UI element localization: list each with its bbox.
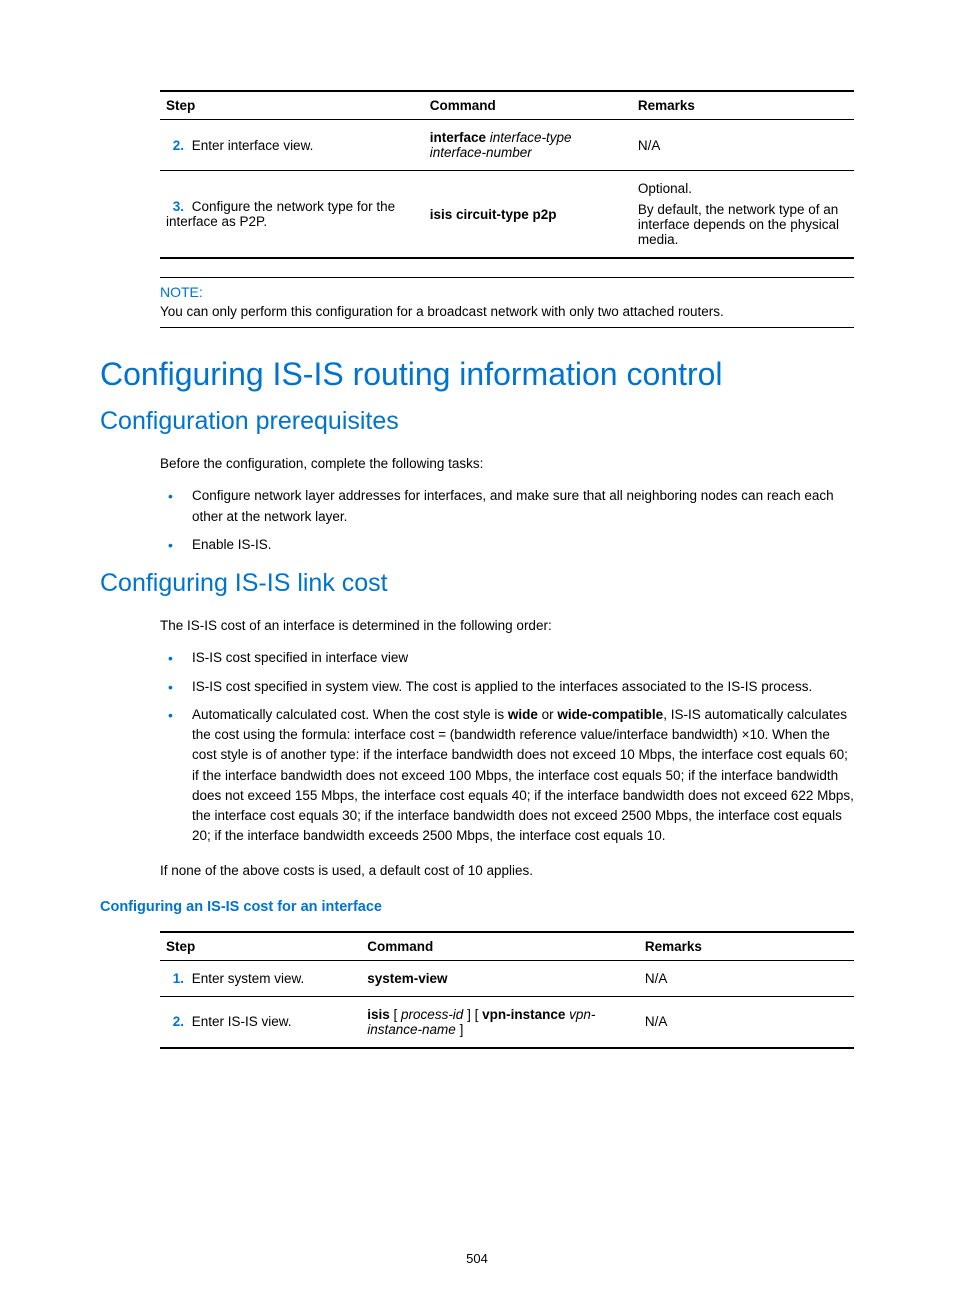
list-item: Automatically calculated cost. When the … bbox=[160, 705, 854, 847]
text-span: , IS-IS automatically calculates the cos… bbox=[192, 707, 854, 844]
th-step: Step bbox=[160, 932, 361, 961]
prereq-list: Configure network layer addresses for in… bbox=[160, 486, 854, 555]
page: Step Command Remarks 2. Enter interface … bbox=[0, 0, 954, 1296]
command-cell: isis circuit-type p2p bbox=[424, 171, 632, 259]
text-span: Automatically calculated cost. When the … bbox=[192, 707, 508, 722]
command-cell: interface interface-type interface-numbe… bbox=[424, 120, 632, 171]
heading-2-prereq: Configuration prerequisites bbox=[100, 407, 854, 436]
command-cell: isis [ process-id ] [ vpn-instance vpn-i… bbox=[361, 996, 639, 1048]
table-row: 2. Enter IS-IS view. isis [ process-id ]… bbox=[160, 996, 854, 1048]
th-command: Command bbox=[424, 91, 632, 120]
cmd-keyword: interface bbox=[430, 130, 486, 145]
list-item: Configure network layer addresses for in… bbox=[160, 486, 854, 527]
table-1-wrap: Step Command Remarks 2. Enter interface … bbox=[160, 90, 854, 259]
table-p2p-config: Step Command Remarks 2. Enter interface … bbox=[160, 90, 854, 259]
table-row: 3. Configure the network type for the in… bbox=[160, 171, 854, 259]
heading-1: Configuring IS-IS routing information co… bbox=[100, 356, 854, 393]
cmd-keyword: isis bbox=[367, 1007, 390, 1022]
note-label: NOTE: bbox=[160, 278, 854, 304]
step-number: 2. bbox=[166, 1014, 188, 1029]
step-number: 1. bbox=[166, 971, 188, 986]
command-cell: system-view bbox=[361, 960, 639, 996]
linkcost-after: If none of the above costs is used, a de… bbox=[160, 861, 854, 881]
cmd-keyword: isis circuit-type p2p bbox=[430, 207, 557, 222]
remark-line: Optional. bbox=[638, 181, 848, 196]
list-item: Enable IS-IS. bbox=[160, 535, 854, 555]
step-cell: 1. Enter system view. bbox=[160, 960, 361, 996]
remarks-cell: N/A bbox=[632, 120, 854, 171]
step-number: 2. bbox=[166, 138, 188, 153]
heading-3: Configuring an IS-IS cost for an interfa… bbox=[100, 899, 854, 915]
remarks-cell: N/A bbox=[639, 960, 854, 996]
page-number: 504 bbox=[0, 1251, 954, 1266]
step-desc: Configure the network type for the inter… bbox=[166, 199, 395, 229]
list-item: IS-IS cost specified in interface view bbox=[160, 648, 854, 668]
table-row: 1. Enter system view. system-view N/A bbox=[160, 960, 854, 996]
th-remarks: Remarks bbox=[632, 91, 854, 120]
prereq-intro: Before the configuration, complete the f… bbox=[160, 454, 854, 474]
step-desc: Enter system view. bbox=[192, 971, 305, 986]
th-command: Command bbox=[361, 932, 639, 961]
list-item: IS-IS cost specified in system view. The… bbox=[160, 677, 854, 697]
note-block: NOTE: You can only perform this configur… bbox=[160, 277, 854, 328]
table-row: 2. Enter interface view. interface inter… bbox=[160, 120, 854, 171]
table-header-row: Step Command Remarks bbox=[160, 932, 854, 961]
remark-line: By default, the network type of an inter… bbox=[638, 202, 848, 247]
table-isis-cost: Step Command Remarks 1. Enter system vie… bbox=[160, 931, 854, 1049]
linkcost-list: IS-IS cost specified in interface view I… bbox=[160, 648, 854, 846]
remarks-cell: Optional. By default, the network type o… bbox=[632, 171, 854, 259]
note-text: You can only perform this configuration … bbox=[160, 304, 854, 327]
step-desc: Enter IS-IS view. bbox=[192, 1014, 292, 1029]
table-header-row: Step Command Remarks bbox=[160, 91, 854, 120]
step-cell: 2. Enter IS-IS view. bbox=[160, 996, 361, 1048]
th-remarks: Remarks bbox=[639, 932, 854, 961]
cmd-arg: process-id bbox=[401, 1007, 463, 1022]
step-cell: 3. Configure the network type for the in… bbox=[160, 171, 424, 259]
step-desc: Enter interface view. bbox=[192, 138, 314, 153]
cmd-keyword: system-view bbox=[367, 971, 447, 986]
cmd-keyword: vpn-instance bbox=[482, 1007, 565, 1022]
text-span: or bbox=[538, 707, 558, 722]
text-bold: wide-compatible bbox=[557, 707, 663, 722]
text-bold: wide bbox=[508, 707, 538, 722]
heading-2-linkcost: Configuring IS-IS link cost bbox=[100, 569, 854, 598]
table-2-wrap: Step Command Remarks 1. Enter system vie… bbox=[160, 931, 854, 1049]
step-cell: 2. Enter interface view. bbox=[160, 120, 424, 171]
th-step: Step bbox=[160, 91, 424, 120]
step-number: 3. bbox=[166, 199, 188, 214]
linkcost-intro: The IS-IS cost of an interface is determ… bbox=[160, 616, 854, 636]
remarks-cell: N/A bbox=[639, 996, 854, 1048]
